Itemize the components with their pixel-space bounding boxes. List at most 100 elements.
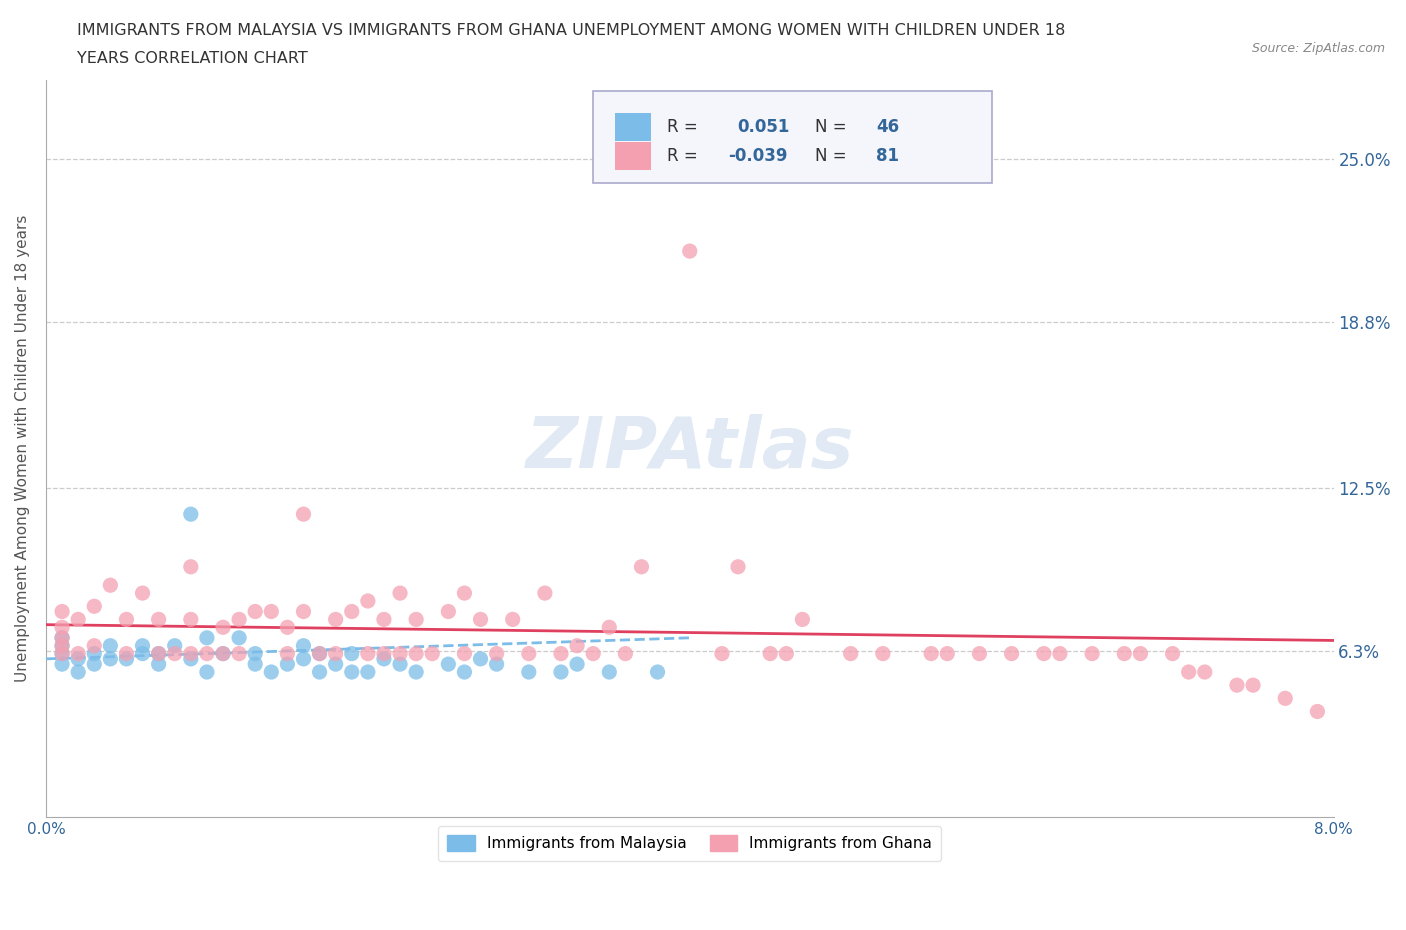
Point (759, 646, 782, 661)
Point (51, 646, 73, 661)
Point (357, 665, 380, 680)
Point (245, 657, 267, 671)
Point (373, 612, 395, 627)
Point (792, 612, 814, 627)
Point (373, 651, 395, 666)
Point (325, 657, 347, 671)
Point (292, 507, 315, 522)
Point (517, 646, 540, 661)
Point (115, 646, 138, 661)
Point (83, 638, 105, 653)
Point (163, 638, 186, 653)
Point (647, 665, 669, 680)
Legend: Immigrants from Malaysia, Immigrants from Ghana: Immigrants from Malaysia, Immigrants fro… (439, 827, 942, 860)
Point (775, 646, 797, 661)
Point (582, 646, 605, 661)
Point (308, 646, 330, 661)
Text: IMMIGRANTS FROM MALAYSIA VS IMMIGRANTS FROM GHANA UNEMPLOYMENT AMONG WOMEN WITH : IMMIGRANTS FROM MALAYSIA VS IMMIGRANTS F… (77, 23, 1066, 38)
Point (308, 665, 330, 680)
Point (51, 657, 73, 671)
Point (180, 651, 202, 666)
Point (292, 638, 315, 653)
Point (389, 657, 412, 671)
Point (1001, 646, 1024, 661)
Text: 46: 46 (876, 118, 900, 136)
Text: YEARS CORRELATION CHART: YEARS CORRELATION CHART (77, 51, 308, 66)
Point (83, 646, 105, 661)
Text: 0.051: 0.051 (737, 118, 790, 136)
Point (67, 612, 90, 627)
Point (340, 604, 363, 619)
Point (405, 665, 427, 680)
Point (51, 638, 73, 653)
Point (67, 665, 90, 680)
Point (502, 612, 524, 627)
Point (292, 651, 315, 666)
Point (420, 646, 443, 661)
Point (67, 651, 90, 666)
Point (180, 612, 202, 627)
Point (1129, 646, 1152, 661)
Point (598, 620, 620, 635)
Point (325, 612, 347, 627)
Point (51, 646, 73, 661)
Point (98, 638, 121, 653)
Point (470, 651, 492, 666)
Point (727, 559, 749, 574)
Point (148, 657, 170, 671)
Point (228, 646, 250, 661)
Point (405, 612, 427, 627)
Point (1274, 691, 1296, 706)
Point (260, 665, 283, 680)
Point (920, 646, 942, 661)
Point (276, 657, 298, 671)
Point (98, 651, 121, 666)
Point (51, 604, 73, 619)
Bar (614, 113, 651, 141)
FancyBboxPatch shape (593, 91, 993, 183)
Point (1161, 646, 1184, 661)
Point (131, 646, 153, 661)
Text: 81: 81 (876, 147, 900, 165)
Point (389, 586, 412, 601)
Point (565, 638, 588, 653)
Point (51, 620, 73, 635)
Point (276, 646, 298, 661)
Point (1194, 665, 1216, 680)
Point (245, 604, 267, 619)
Point (212, 620, 235, 635)
Point (1032, 646, 1054, 661)
Point (115, 651, 138, 666)
Text: R =: R = (666, 118, 703, 136)
Point (453, 665, 475, 680)
Text: N =: N = (814, 118, 852, 136)
Point (1081, 646, 1104, 661)
Point (67, 646, 90, 661)
Text: R =: R = (666, 147, 703, 165)
Point (437, 604, 460, 619)
Point (679, 244, 702, 259)
Point (485, 657, 508, 671)
Text: -0.039: -0.039 (728, 147, 787, 165)
Point (340, 646, 363, 661)
Point (550, 665, 572, 680)
Point (276, 620, 298, 635)
Point (485, 646, 508, 661)
Point (180, 646, 202, 661)
Point (148, 612, 170, 627)
Point (83, 657, 105, 671)
Point (292, 604, 315, 619)
Point (1049, 646, 1071, 661)
Bar (614, 142, 651, 170)
Point (98, 578, 121, 592)
Point (83, 599, 105, 614)
Point (550, 646, 572, 661)
Point (1306, 704, 1329, 719)
Point (710, 646, 733, 661)
Point (308, 646, 330, 661)
Point (1241, 678, 1264, 693)
Point (131, 638, 153, 653)
Point (517, 665, 540, 680)
Point (969, 646, 991, 661)
Point (228, 612, 250, 627)
